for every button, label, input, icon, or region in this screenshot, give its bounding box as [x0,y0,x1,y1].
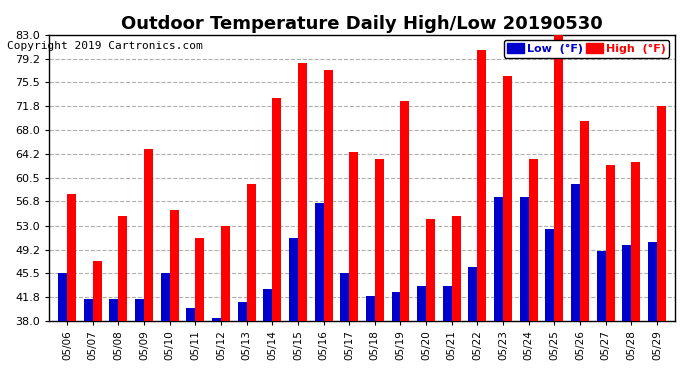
Bar [273,98,282,321]
Bar [144,149,153,321]
Bar [520,197,529,321]
Bar [417,286,426,321]
Bar [83,299,92,321]
Bar [170,210,179,321]
Bar [580,120,589,321]
Bar [92,261,101,321]
Bar [264,289,273,321]
Bar [289,238,298,321]
Bar [426,219,435,321]
Bar [161,273,170,321]
Bar [67,194,76,321]
Bar [375,159,384,321]
Bar [391,292,400,321]
Bar [195,238,204,321]
Bar [545,229,555,321]
Bar [494,197,503,321]
Legend: Low  (°F), High  (°F): Low (°F), High (°F) [504,40,669,57]
Bar [657,106,666,321]
Bar [349,152,358,321]
Bar [606,165,615,321]
Bar [555,32,564,321]
Bar [340,273,349,321]
Bar [186,308,195,321]
Bar [597,251,606,321]
Bar [109,299,118,321]
Bar [118,216,127,321]
Bar [571,184,580,321]
Bar [366,296,375,321]
Bar [237,302,246,321]
Bar [246,184,255,321]
Bar [212,318,221,321]
Bar [452,216,461,321]
Bar [529,159,538,321]
Bar [469,267,477,321]
Bar [315,203,324,321]
Bar [400,101,409,321]
Bar [135,299,144,321]
Bar [622,244,631,321]
Bar [443,286,452,321]
Bar [631,162,640,321]
Bar [298,63,307,321]
Bar [324,70,333,321]
Bar [221,226,230,321]
Bar [477,51,486,321]
Title: Outdoor Temperature Daily High/Low 20190530: Outdoor Temperature Daily High/Low 20190… [121,15,603,33]
Bar [503,76,512,321]
Bar [648,242,657,321]
Bar [58,273,67,321]
Text: Copyright 2019 Cartronics.com: Copyright 2019 Cartronics.com [7,41,203,51]
